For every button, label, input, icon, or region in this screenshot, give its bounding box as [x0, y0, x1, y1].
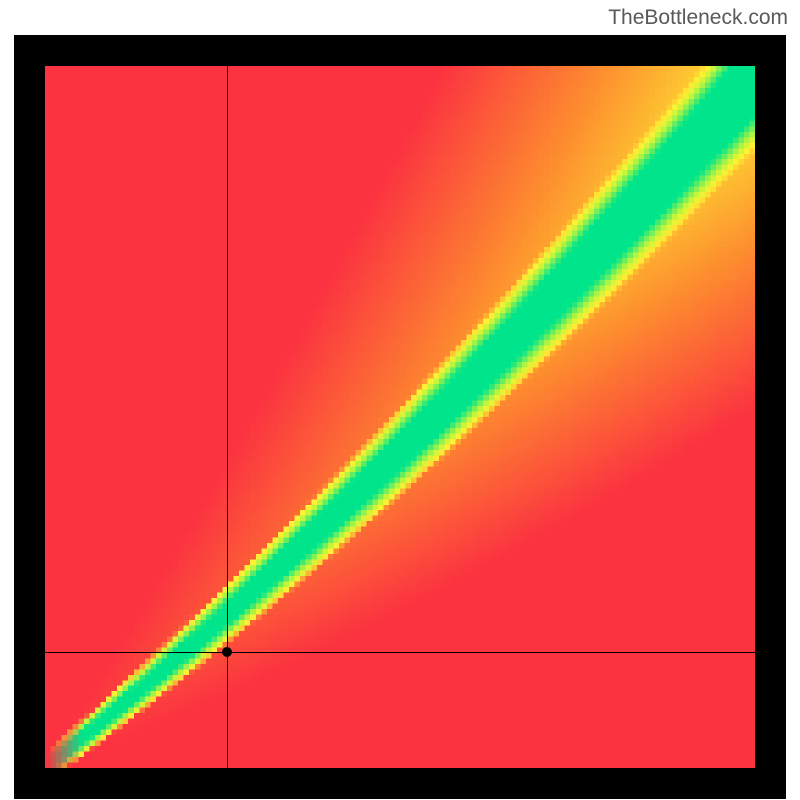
watermark-text: TheBottleneck.com	[608, 6, 788, 30]
crosshair-horizontal	[45, 652, 755, 653]
chart-container: TheBottleneck.com	[0, 0, 800, 800]
crosshair-vertical	[227, 66, 228, 768]
heatmap-canvas	[45, 66, 755, 768]
plot-area	[45, 66, 755, 768]
